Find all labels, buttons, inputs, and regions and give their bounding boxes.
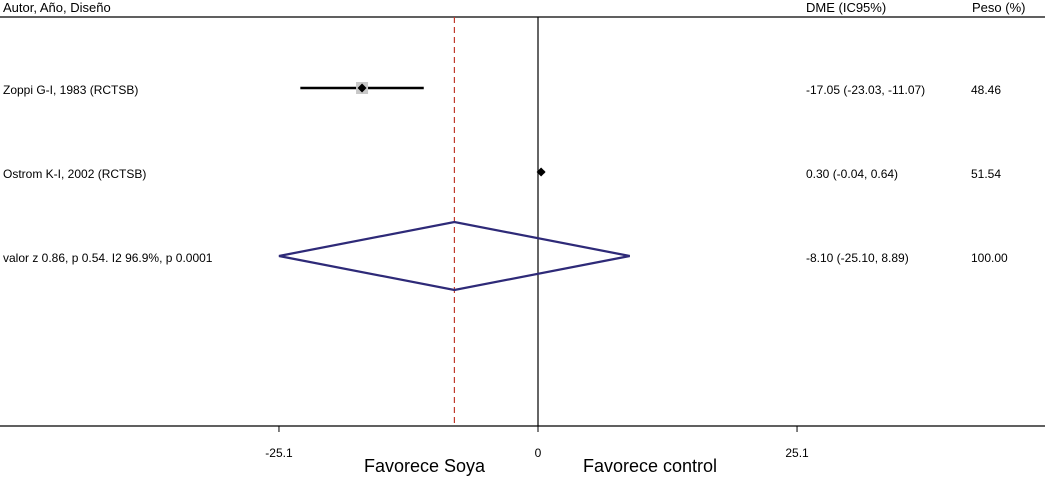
favors-right-label: Favorece control [583, 456, 718, 476]
point-estimate-1 [357, 83, 367, 93]
overall-weight-text: 100.00 [971, 251, 1008, 265]
overall-diamond [278, 220, 630, 292]
study-label-1: Zoppi G-I, 1983 (RCTSB) [3, 83, 139, 97]
weight-text-1: 48.46 [971, 83, 1002, 97]
effect-text-1: -17.05 (-23.03, -11.07) [806, 83, 926, 97]
study-label-2: Ostrom K-I, 2002 (RCTSB) [3, 167, 147, 181]
x-tick-label-2: 0 [535, 446, 542, 460]
point-estimate-2 [536, 167, 546, 177]
effect-column-header: DME (IC95%) [806, 0, 887, 15]
effect-text-2: 0.30 (-0.04, 0.64) [806, 167, 899, 181]
study-column-header: Autor, Año, Diseño [3, 0, 111, 15]
overall-label: valor z 0.86, p 0.54. I2 96.9%, p 0.0001 [3, 251, 213, 265]
favors-left-label: Favorece Soya [364, 456, 486, 476]
x-tick-label-3: 25.1 [785, 446, 809, 460]
weight-text-2: 51.54 [971, 167, 1002, 181]
overall-effect-text: -8.10 (-25.10, 8.89) [806, 251, 909, 265]
x-tick-label-1: -25.1 [265, 446, 293, 460]
weight-column-header: Peso (%) [972, 0, 1026, 15]
